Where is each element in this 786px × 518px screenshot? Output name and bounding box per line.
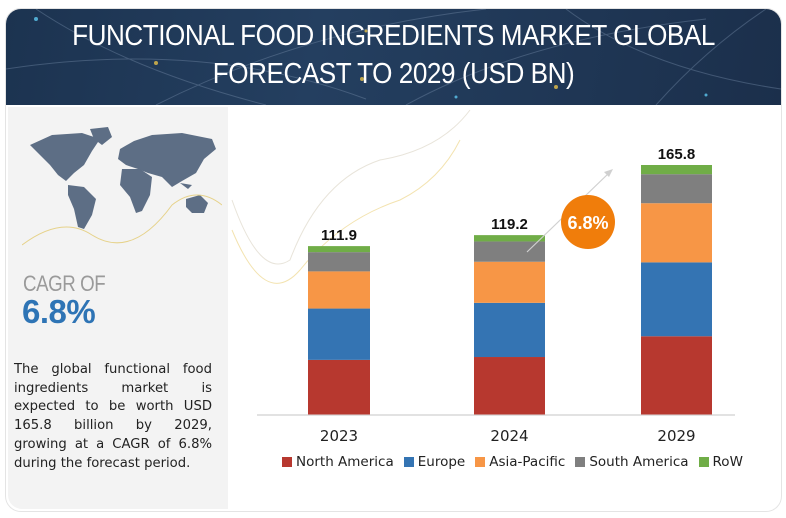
summary-panel: CAGR OF 6.8% The global functional food … <box>8 107 228 509</box>
bar-segment-north-america-2023 <box>308 359 370 415</box>
header-banner: FUNCTIONAL FOOD INGREDIENTS MARKET GLOBA… <box>6 9 781 105</box>
total-label-2023: 111.9 <box>321 227 357 244</box>
legend-label: Europe <box>417 454 466 470</box>
bar-segment-europe-2029 <box>641 262 712 337</box>
legend-item-north-america: North America <box>282 454 394 470</box>
legend-swatch <box>282 457 292 467</box>
page-title: FUNCTIONAL FOOD INGREDIENTS MARKET GLOBA… <box>45 17 743 93</box>
legend-label: North America <box>296 454 394 470</box>
title-line-2: FORECAST TO 2029 (USD BN) <box>212 58 575 90</box>
legend-swatch <box>575 457 586 467</box>
bar-segment-europe-2023 <box>308 308 370 360</box>
bar-segment-row-2024 <box>474 235 545 242</box>
world-map-icon <box>22 127 222 246</box>
legend-swatch <box>475 457 486 467</box>
bar-segment-south-america-2029 <box>641 174 712 204</box>
market-description: The global functional food ingredients m… <box>14 362 212 471</box>
bar-segment-row-2029 <box>641 165 712 175</box>
bar-segment-europe-2024 <box>474 302 545 358</box>
legend-item-row: RoW <box>698 454 743 470</box>
cagr-label: CAGR OF <box>23 271 106 296</box>
chart-legend: North America Europe Asia-Pacific South Ame… <box>282 454 743 470</box>
legend-swatch <box>698 457 709 467</box>
bar-segment-asia-pacific-2024 <box>474 261 545 303</box>
legend-swatch <box>403 457 414 467</box>
x-tick-label-2024: 2024 <box>490 427 528 445</box>
legend-item-asia-pacific: Asia-Pacific <box>475 454 565 470</box>
cagr-bubble <box>561 195 615 249</box>
title-line-1: FUNCTIONAL FOOD INGREDIENTS MARKET GLOBA… <box>72 20 715 52</box>
cagr-value: 6.8% <box>22 293 96 330</box>
cagr-bubble-label: 6.8% <box>567 213 608 233</box>
legend-item-south-america: South America <box>575 454 689 470</box>
header-network-decoration <box>6 9 781 105</box>
arrow-head-icon <box>604 169 613 177</box>
legend-label: South America <box>589 454 689 470</box>
bar-segment-north-america-2024 <box>474 357 545 415</box>
bar-segment-south-america-2023 <box>308 252 370 272</box>
total-label-2024: 119.2 <box>491 216 528 233</box>
total-label-2029: 165.8 <box>658 146 696 163</box>
x-tick-label-2023: 2023 <box>320 427 358 445</box>
cagr-annotation: 6.8% <box>526 169 615 253</box>
legend-label: RoW <box>712 454 743 470</box>
decorative-curve <box>231 109 471 265</box>
bar-segment-north-america-2029 <box>641 336 712 415</box>
x-tick-label-2029: 2029 <box>657 427 695 445</box>
bar-segment-asia-pacific-2023 <box>308 271 370 309</box>
legend-item-europe: Europe <box>403 454 466 470</box>
bar-segment-south-america-2024 <box>474 241 545 262</box>
decorative-curve <box>231 139 461 284</box>
legend-label: Asia-Pacific <box>489 454 566 470</box>
bar-segment-asia-pacific-2029 <box>641 203 712 263</box>
bar-segment-row-2023 <box>308 246 370 253</box>
